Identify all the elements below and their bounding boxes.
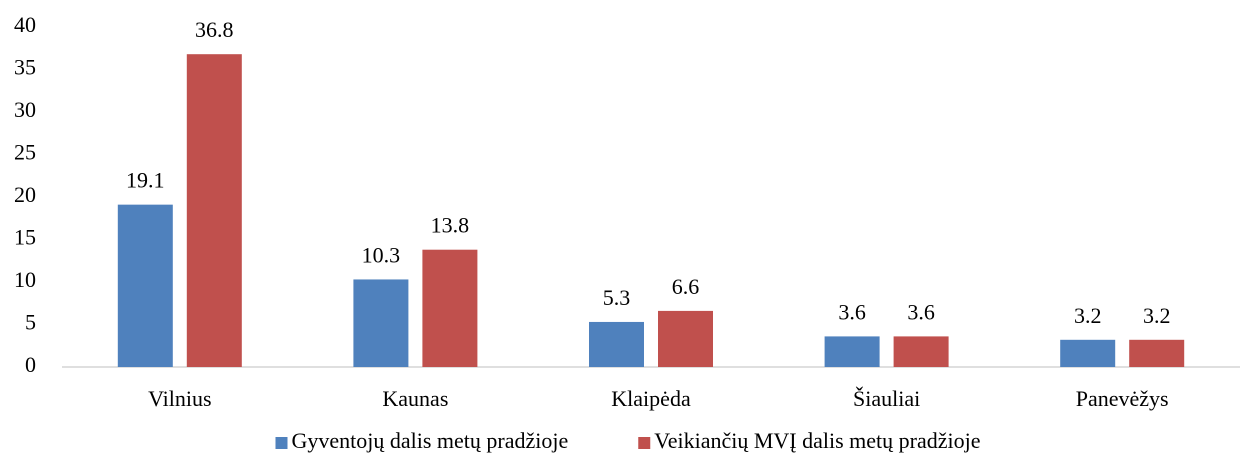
- bar: [117, 204, 173, 367]
- data-label: 3.2: [1143, 303, 1171, 328]
- y-tick-label: 0: [25, 352, 36, 377]
- bar: [893, 336, 949, 367]
- y-tick-label: 10: [14, 267, 36, 292]
- data-label: 5.3: [603, 285, 631, 310]
- bar: [824, 336, 880, 367]
- bar: [353, 279, 409, 367]
- data-label: 3.6: [907, 299, 935, 324]
- x-tick-label: Klaipėda: [611, 386, 691, 411]
- y-tick-label: 5: [25, 310, 36, 335]
- data-label: 10.3: [362, 242, 401, 267]
- bar: [186, 54, 242, 367]
- y-tick-label: 35: [14, 55, 36, 80]
- x-tick-label: Šiauliai: [853, 386, 920, 411]
- data-label: 6.6: [672, 274, 700, 299]
- x-tick-label: Kaunas: [382, 386, 448, 411]
- bar: [658, 310, 713, 367]
- y-tick-label: 20: [14, 182, 36, 207]
- data-label: 13.8: [431, 213, 470, 238]
- x-tick-label: Vilnius: [148, 386, 211, 411]
- bar: [1129, 339, 1185, 367]
- y-tick-label: 25: [14, 140, 36, 165]
- x-tick-label: Panevėžys: [1076, 386, 1169, 411]
- data-label: 19.1: [126, 168, 165, 193]
- y-tick-label: 15: [14, 225, 36, 250]
- legend-label: Veikiančių MVĮ dalis metų pradžioje: [654, 428, 980, 453]
- legend-swatch: [275, 437, 288, 449]
- legend-swatch: [638, 437, 651, 449]
- data-label: 3.2: [1074, 303, 1102, 328]
- bar: [422, 249, 478, 367]
- y-tick-label: 30: [14, 97, 36, 122]
- data-label: 3.6: [838, 299, 866, 324]
- bar: [1060, 339, 1116, 367]
- legend-label: Gyventojų dalis metų pradžioje: [291, 428, 568, 453]
- data-label: 36.8: [195, 17, 234, 42]
- y-tick-label: 40: [14, 12, 36, 37]
- bar: [589, 321, 644, 367]
